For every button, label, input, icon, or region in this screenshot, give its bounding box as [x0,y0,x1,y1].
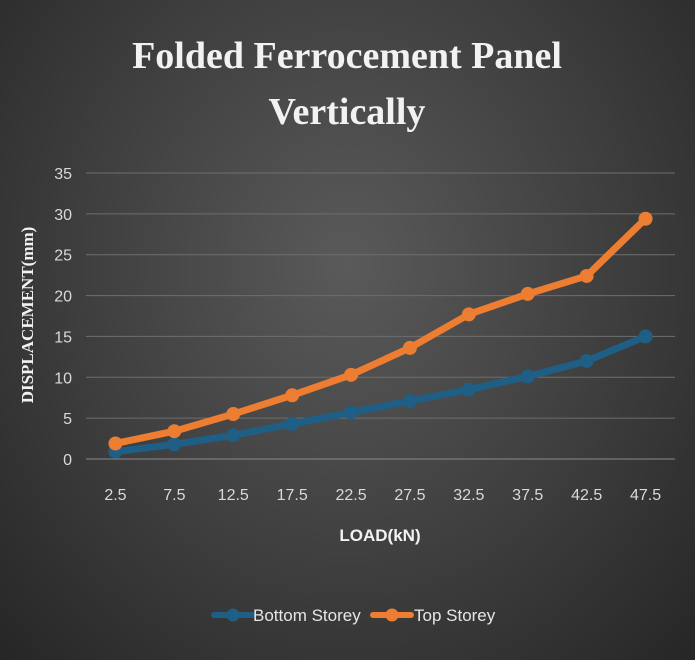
x-axis-label: LOAD(kN) [339,526,420,545]
x-tick-label: 17.5 [277,487,308,504]
y-tick-label: 20 [54,289,72,306]
data-point [579,353,594,368]
data-point [344,405,359,420]
legend-marker [226,608,240,622]
data-point [520,286,535,301]
x-tick-label: 27.5 [394,487,425,504]
x-tick-label: 42.5 [571,487,602,504]
legend: Bottom Storey Top Storey [211,606,496,625]
legend-item: Top Storey [370,606,496,625]
y-axis-ticks: 0 5 10 15 20 25 30 35 [54,166,72,469]
legend-label: Bottom Storey [253,606,361,625]
x-tick-label: 2.5 [104,487,126,504]
legend-item: Bottom Storey [211,606,361,625]
data-point [167,437,182,452]
y-axis-label: DISPLACEMENT(mm) [18,227,37,404]
series-top-storey [108,211,653,451]
legend-marker [385,608,399,622]
data-point [285,416,300,431]
data-point [638,211,653,226]
data-point [226,428,241,443]
data-point [167,424,182,439]
data-point [579,268,594,283]
y-tick-label: 35 [54,166,72,183]
y-tick-label: 30 [54,207,72,224]
data-point [461,307,476,322]
series-line [111,215,650,447]
series-bottom-storey [108,329,653,459]
gridlines [86,172,675,460]
x-tick-label: 7.5 [163,487,185,504]
x-tick-label: 47.5 [630,487,661,504]
y-tick-label: 5 [63,411,72,428]
x-tick-label: 32.5 [453,487,484,504]
data-point [638,329,653,344]
data-point [226,407,241,422]
data-point [402,340,417,355]
x-axis-ticks: 2.5 7.5 12.5 17.5 22.5 27.5 32.5 37.5 42.5 47.5 [104,487,661,504]
data-point [461,382,476,397]
y-tick-label: 15 [54,329,72,346]
legend-label: Top Storey [414,606,496,625]
y-tick-label: 0 [63,452,72,469]
data-point [285,388,300,403]
series-line [111,332,650,456]
y-tick-label: 10 [54,370,72,387]
data-point [344,367,359,382]
series-group [108,211,653,459]
x-tick-label: 37.5 [512,487,543,504]
chart-title-line1: Folded Ferrocement Panel [132,35,562,77]
y-tick-label: 25 [54,248,72,265]
x-tick-label: 22.5 [335,487,366,504]
chart-title-line2: Vertically [269,91,426,133]
data-point [402,393,417,408]
x-tick-label: 12.5 [218,487,249,504]
data-point [108,436,123,451]
data-point [520,369,535,384]
